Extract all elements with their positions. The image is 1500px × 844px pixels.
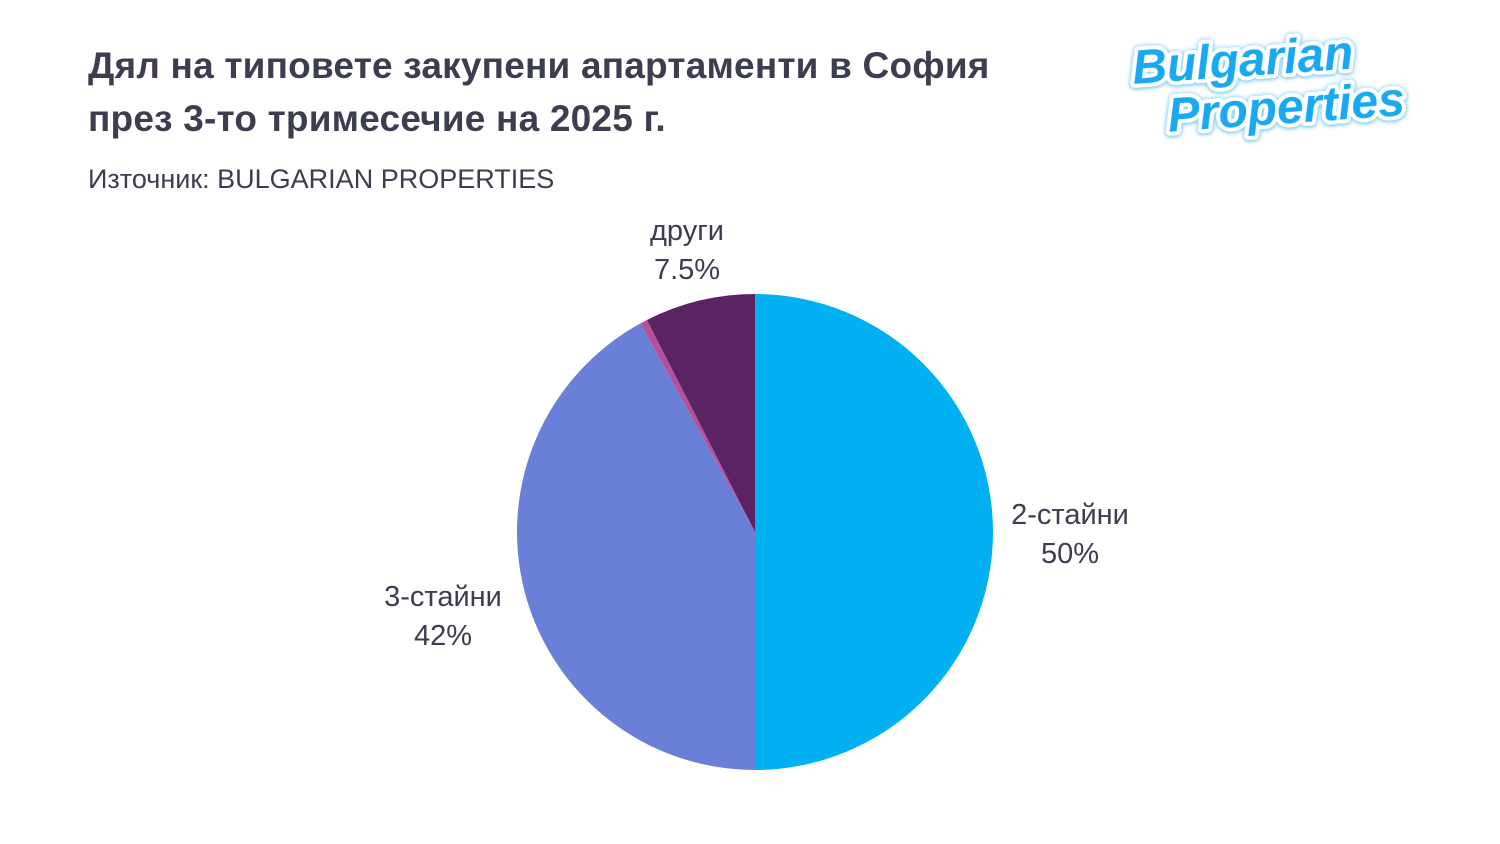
pie-slice-2 <box>640 319 755 532</box>
chart-title: Дял на типовете закупени апартаменти в С… <box>88 45 990 139</box>
pie-chart <box>516 294 993 770</box>
pie-label-drugi-name: други <box>649 215 724 247</box>
pie-slice-1 <box>516 323 755 770</box>
pie-slice-3 <box>646 294 755 532</box>
pie-label-2rooms: 2-стайни 50% <box>950 496 1190 574</box>
pie-label-3rooms-name: 3-стайни <box>384 581 502 613</box>
pie-label-3rooms-value: 42% <box>413 620 473 653</box>
pie-label-3rooms: 3-стайни 42% <box>323 578 563 656</box>
pie-label-drugi: други 7.5% <box>567 212 807 290</box>
bulgarian-properties-logo: Bulgarian Properties <box>1110 22 1440 152</box>
pie-svg <box>516 294 993 770</box>
logo-svg: Bulgarian Properties <box>1127 23 1411 147</box>
pie-slice-0 <box>755 294 993 770</box>
pie-label-2rooms-name: 2-стайни <box>1011 499 1129 531</box>
chart-source: Източник: BULGARIAN PROPERTIES <box>88 164 555 194</box>
pie-label-drugi-value: 7.5% <box>653 254 721 287</box>
pie-label-2rooms-value: 50% <box>1040 538 1100 571</box>
